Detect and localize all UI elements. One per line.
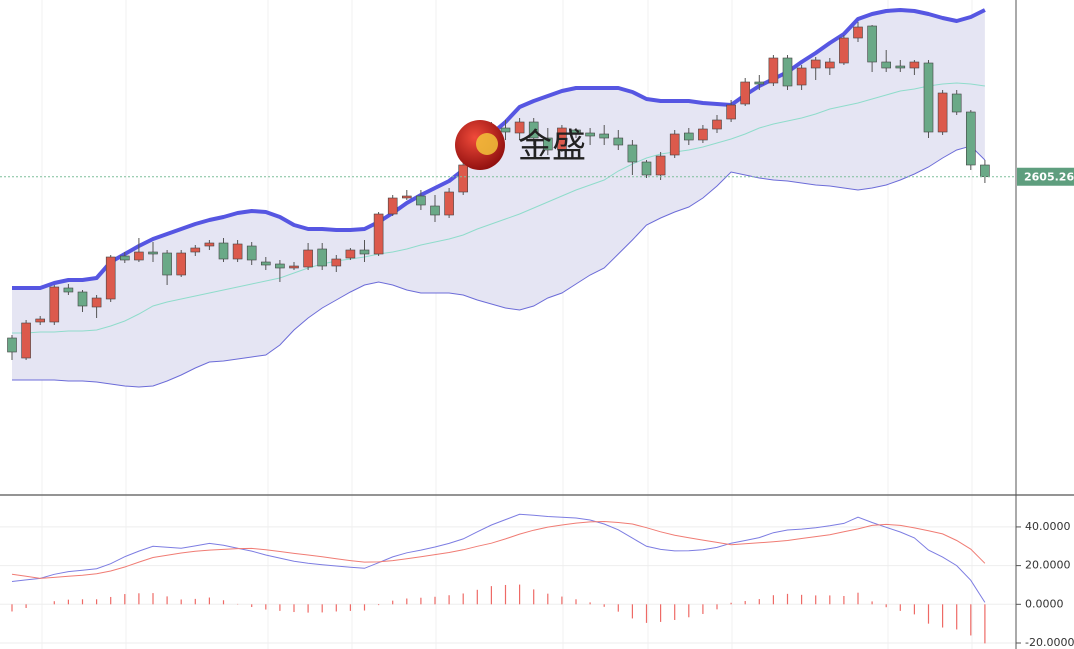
candle-body: [542, 137, 553, 151]
candle-body: [881, 61, 892, 69]
candle-body: [176, 252, 186, 276]
middle-band: [12, 82, 985, 334]
candle-body: [599, 133, 610, 139]
candle-body: [754, 81, 765, 85]
candle-body: [627, 144, 638, 163]
macd-line: [11, 520, 986, 579]
candle-body: [810, 59, 821, 69]
candle-body: [613, 137, 624, 146]
candle-body: [289, 265, 299, 269]
last-price-tag: [1017, 167, 1074, 186]
candle-body: [7, 337, 17, 353]
upper-band: [12, 8, 986, 290]
candle-body: [359, 249, 370, 255]
last-price-label: 2605.260: [1024, 171, 1074, 184]
candle-body: [853, 26, 863, 39]
candle-body: [190, 247, 201, 253]
candle-body: [275, 263, 285, 269]
candle-body: [458, 164, 469, 193]
lower-band: [12, 145, 986, 388]
candle-body: [373, 213, 384, 255]
candle-body: [514, 121, 525, 134]
candle-body: [162, 252, 172, 276]
candle-body: [204, 242, 215, 247]
candle-body: [895, 65, 906, 69]
candle-body: [965, 111, 976, 166]
candle-body: [768, 57, 779, 84]
candle-body: [63, 287, 74, 293]
candle-body: [120, 255, 130, 261]
candle-body: [867, 25, 877, 63]
candle-body: [557, 127, 567, 151]
candle-body: [416, 195, 426, 206]
y-tick-label: 20.0000: [1025, 559, 1071, 572]
candle-body: [91, 297, 102, 308]
candle-body: [77, 291, 88, 307]
candle-body: [641, 161, 652, 176]
candle-body: [49, 286, 60, 323]
candle-body: [148, 251, 158, 255]
candle-body: [909, 61, 920, 69]
candle-body: [317, 248, 328, 267]
candle-body: [839, 37, 849, 64]
candle-body: [345, 249, 356, 259]
candle-body: [937, 92, 948, 133]
logo-coin: [476, 133, 498, 155]
macd-panel: [0, 513, 1016, 644]
candle-body: [980, 164, 990, 178]
main-panel: [7, 8, 990, 388]
candle-body: [712, 119, 722, 130]
axis: 40.0000 20.0000 0.0000 -20.0000: [1016, 520, 1074, 649]
y-tick-label: 40.0000: [1025, 520, 1071, 533]
watermark: 金盛: [518, 127, 586, 167]
candle-body: [782, 57, 793, 87]
candle-body: [260, 261, 271, 266]
candle-body: [500, 127, 511, 133]
candle-body: [387, 197, 398, 215]
candle-body: [698, 128, 708, 141]
candle-body: [726, 104, 736, 120]
candle-body: [571, 129, 581, 135]
candle-body: [401, 195, 412, 199]
candle-body: [35, 318, 46, 323]
candle-body: [655, 155, 666, 176]
candle-body: [951, 93, 962, 113]
candle-body: [105, 256, 116, 300]
candle-body: [683, 132, 694, 141]
candle-body: [585, 132, 595, 137]
candle-body: [796, 67, 807, 86]
candle-body: [134, 251, 144, 261]
y-tick-label: -20.0000: [1025, 636, 1074, 649]
logo: 金盛: [455, 120, 586, 170]
candle-body: [246, 245, 257, 261]
candle-body: [824, 61, 835, 69]
candle-body: [430, 205, 440, 216]
y-tick-label: 0.0000: [1025, 597, 1064, 610]
candle-body: [218, 242, 229, 260]
candle-body: [444, 191, 454, 216]
band-fill: [12, 10, 985, 387]
candle-body: [923, 62, 934, 133]
candle-body: [232, 243, 243, 260]
candle-body: [331, 258, 342, 267]
candle-body: [669, 133, 680, 156]
candle-body: [740, 81, 751, 105]
macd-line: [11, 513, 986, 603]
candle-body: [303, 249, 313, 268]
candle-body: [21, 322, 31, 359]
candle-body: [528, 121, 539, 139]
